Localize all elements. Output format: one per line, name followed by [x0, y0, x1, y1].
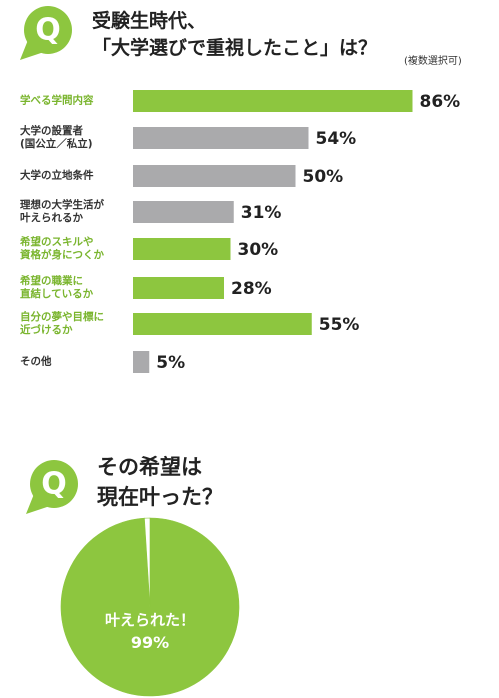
badge-circle — [24, 6, 72, 54]
bar — [133, 313, 312, 335]
value-label: 30% — [237, 240, 279, 260]
bar — [133, 127, 309, 149]
value-label: 50% — [302, 167, 344, 187]
bar — [133, 201, 234, 223]
slice-label: 叶えられた！ — [104, 611, 196, 629]
value-label: 31% — [240, 203, 282, 223]
category-label: 大学の設置者 (国公立／私立) — [20, 125, 93, 150]
value-label: 5% — [156, 353, 186, 373]
chart-title: その希望は 現在叶った？ — [97, 455, 223, 509]
badge-letter: Q — [41, 466, 67, 502]
pie-slice — [144, 517, 151, 608]
bar — [133, 165, 296, 187]
category-label: 学べる学問内容 — [20, 94, 94, 107]
value-label: 54% — [315, 129, 357, 149]
badge-circle — [30, 460, 78, 508]
chart-title: 受験生時代、 「大学選びで重視したこと」は？ — [92, 10, 378, 59]
category-label: その他 — [20, 355, 52, 368]
bar — [133, 238, 231, 260]
value-label: 28% — [231, 279, 272, 299]
chart-subtitle: (複数選択可) — [404, 56, 462, 67]
badge-tail — [20, 40, 44, 60]
category-label: 理想の大学生活が 叶えられるか — [20, 199, 104, 224]
category-label: 希望の職業に 直結しているか — [20, 275, 94, 300]
badge-tail — [26, 494, 50, 514]
bar — [133, 351, 150, 373]
slice-value: 99% — [130, 633, 170, 652]
value-label: 86% — [419, 92, 461, 112]
category-label: 大学の立地条件 — [20, 169, 94, 182]
bar — [133, 277, 224, 299]
badge-letter: Q — [35, 12, 61, 48]
bar — [133, 90, 413, 112]
category-label: 自分の夢や目標に 近づけるか — [20, 311, 104, 336]
value-label: 55% — [318, 315, 360, 335]
category-label: 希望のスキルや 資格が身につくか — [20, 236, 104, 261]
